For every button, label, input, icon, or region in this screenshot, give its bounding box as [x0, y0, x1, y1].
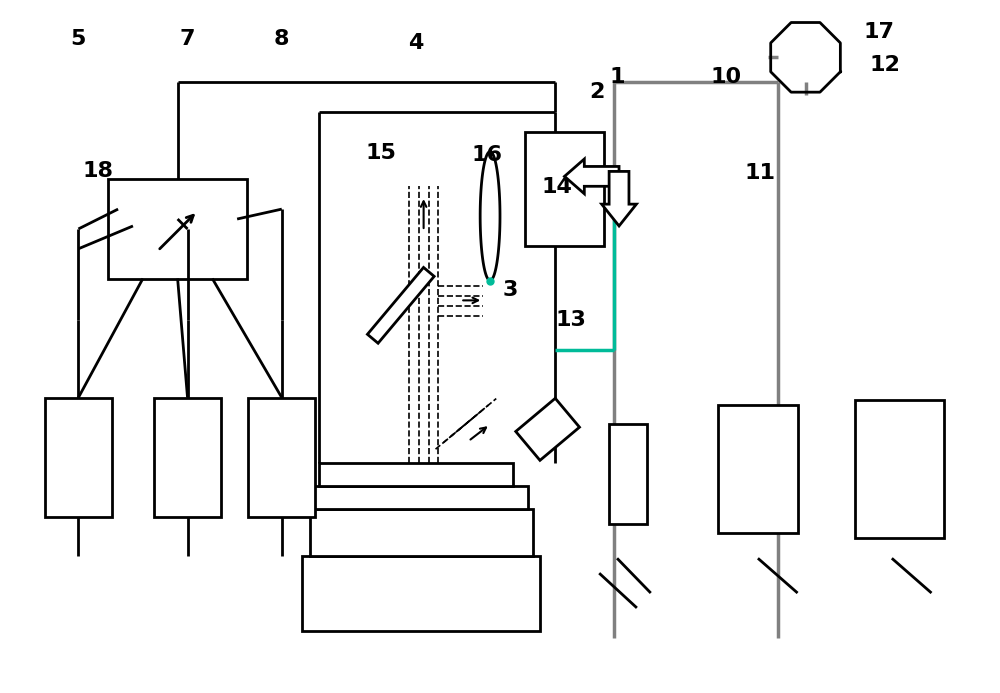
Text: 8: 8 — [274, 28, 290, 49]
Bar — [525, 132, 604, 246]
Bar — [248, 398, 315, 516]
Bar — [310, 509, 533, 556]
Text: 10: 10 — [711, 67, 742, 87]
Text: 1: 1 — [609, 67, 625, 87]
Text: 17: 17 — [863, 21, 894, 42]
Bar — [154, 398, 221, 516]
Text: 7: 7 — [180, 28, 195, 49]
Bar — [319, 463, 513, 486]
Bar — [45, 398, 112, 516]
Polygon shape — [516, 398, 579, 460]
FancyArrow shape — [564, 159, 619, 194]
Polygon shape — [367, 267, 434, 343]
Text: 18: 18 — [83, 161, 114, 181]
Bar — [718, 405, 798, 534]
Text: 11: 11 — [744, 164, 775, 183]
Text: 14: 14 — [541, 177, 572, 197]
Text: 2: 2 — [590, 82, 605, 102]
Bar — [855, 400, 944, 538]
Text: 13: 13 — [556, 310, 587, 331]
Text: 3: 3 — [502, 280, 518, 300]
Text: 5: 5 — [71, 28, 86, 49]
Polygon shape — [480, 152, 500, 281]
Bar — [302, 556, 540, 631]
Text: 4: 4 — [408, 33, 423, 53]
Bar — [108, 179, 247, 279]
Text: 12: 12 — [869, 55, 900, 75]
Text: 15: 15 — [366, 143, 396, 163]
Bar — [314, 486, 528, 509]
FancyArrow shape — [602, 171, 636, 226]
Text: 16: 16 — [472, 146, 503, 166]
Bar — [609, 424, 647, 524]
